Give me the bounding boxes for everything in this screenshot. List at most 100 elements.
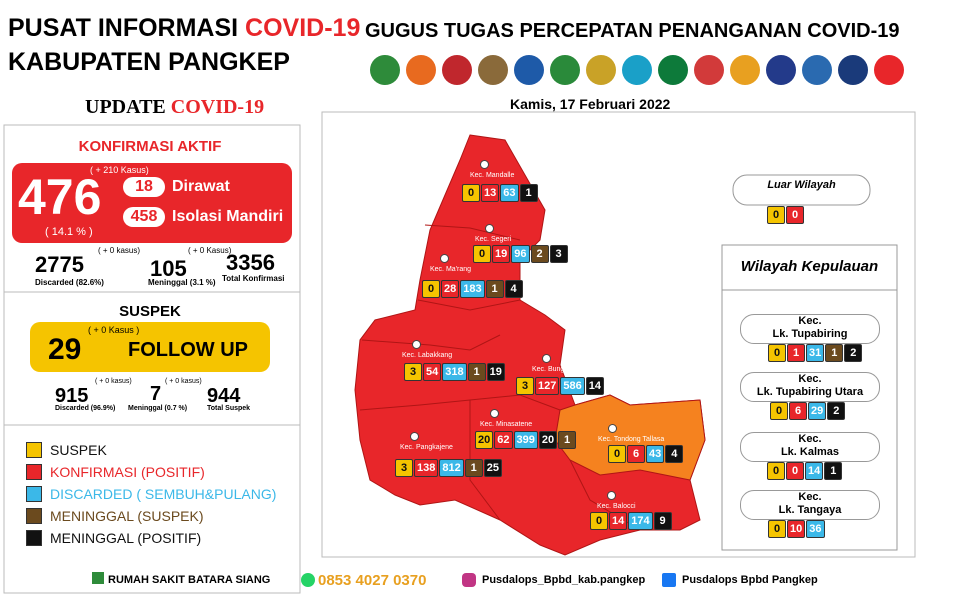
stat-label: Total Suspek xyxy=(207,405,251,412)
count-box: 19 xyxy=(492,245,511,263)
island-pill: Kec. Lk. Kalmas xyxy=(740,432,880,462)
count-box: 1 xyxy=(824,462,843,480)
island-name: Lk. Tupabiring xyxy=(772,328,848,340)
suspek-status: FOLLOW UP xyxy=(128,339,248,361)
count-boxes: 0 14 174 9 xyxy=(590,512,672,530)
legend-item: MENINGGAL (SUSPEK) xyxy=(26,508,204,524)
count-box: 20 xyxy=(538,431,558,449)
island-name: Lk. Tangaya xyxy=(778,504,842,516)
count-box: 0 xyxy=(770,402,788,420)
district-border xyxy=(424,224,521,241)
count-box: 6 xyxy=(789,402,807,420)
district-pin xyxy=(608,424,617,433)
title: KABUPATEN PANGKEP xyxy=(8,48,290,76)
count-box: 1 xyxy=(558,431,577,449)
suspek-card xyxy=(30,322,270,372)
count-box: 14 xyxy=(585,377,604,395)
count-box: 14 xyxy=(805,462,824,480)
count-box: 3 xyxy=(395,459,413,477)
stat-label: Meninggal (0.7 %) xyxy=(128,405,188,412)
island-prefix: Kec. xyxy=(798,315,822,327)
count-box: 9 xyxy=(653,512,672,530)
percent: ( 14.1 % ) xyxy=(45,226,93,238)
isolasi-value: 458 xyxy=(123,207,165,227)
district-name: Kec. Mandalle xyxy=(470,172,515,179)
legend-swatch xyxy=(26,464,42,480)
district-pin xyxy=(412,340,421,349)
legend-swatch xyxy=(26,442,42,458)
count-box: 14 xyxy=(609,512,628,530)
count-box: 29 xyxy=(808,402,827,420)
agency: GUGUS TUGAS PERCEPATAN PENANGANAN COVID-… xyxy=(365,20,900,42)
stat-value: 2775 xyxy=(35,252,84,277)
legend-item: DISCARDED ( SEMBUH&PULANG) xyxy=(26,486,276,502)
count-box: 19 xyxy=(486,363,505,381)
legend-label: KONFIRMASI (POSITIF) xyxy=(50,464,205,480)
dirawat-label: Dirawat xyxy=(172,178,230,195)
legend-item: KONFIRMASI (POSITIF) xyxy=(26,464,205,480)
district-name: Kec. Bungoro xyxy=(532,366,575,373)
count-box: 62 xyxy=(494,431,513,449)
title: PUSAT INFORMASI COVID-19 xyxy=(8,14,360,43)
logo xyxy=(514,55,544,85)
logo xyxy=(370,55,400,85)
count-box: 1 xyxy=(467,363,486,381)
count-box: 20 xyxy=(475,431,494,449)
district-name: Kec. Minasatene xyxy=(480,421,533,428)
count-box: 25 xyxy=(483,459,502,477)
count-box: 1 xyxy=(519,184,538,202)
legend-swatch xyxy=(26,508,42,524)
stat-value: 915 xyxy=(55,385,89,407)
legend-label: MENINGGAL (SUSPEK) xyxy=(50,508,204,524)
count-box: 812 xyxy=(439,459,464,477)
logo xyxy=(730,55,760,85)
map-frame xyxy=(321,111,916,558)
count-box: 31 xyxy=(806,344,825,362)
count-box: 0 xyxy=(767,206,785,224)
count-box: 0 xyxy=(473,245,491,263)
count-box: 13 xyxy=(481,184,500,202)
logo xyxy=(838,55,868,85)
logo xyxy=(586,55,616,85)
count-box: 0 xyxy=(768,520,786,538)
logo xyxy=(550,55,580,85)
kepulauan-panel xyxy=(721,244,898,551)
district-name: Kec. Ma'rang xyxy=(430,266,472,273)
legend-swatch xyxy=(26,486,42,502)
footer-facebook: Pusdalops Bpbd Pangkep xyxy=(682,574,818,586)
count-box: 4 xyxy=(504,280,523,298)
count-box: 63 xyxy=(500,184,519,202)
count-box: 36 xyxy=(806,520,825,538)
count-box: 4 xyxy=(665,445,684,463)
count-box: 2 xyxy=(530,245,549,263)
logo xyxy=(694,55,724,85)
district-pin xyxy=(607,491,616,500)
count-box: 2 xyxy=(844,344,863,362)
district-pin xyxy=(542,354,551,363)
logos xyxy=(370,55,904,85)
district-pin xyxy=(410,432,419,441)
district-pin xyxy=(490,409,499,418)
district-border xyxy=(361,334,501,351)
logo xyxy=(406,55,436,85)
stat-value: 3356 xyxy=(226,250,275,275)
legend-label: MENINGGAL (POSITIF) xyxy=(50,530,202,546)
stat-delta: ( + 0 kasus) xyxy=(98,246,141,255)
count-box: 0 xyxy=(462,184,480,202)
luar-wilayah-pill xyxy=(732,174,871,206)
left-panel xyxy=(3,124,301,594)
district-name: Kec. Segeri xyxy=(475,236,512,243)
count-boxes: 0 28 183 1 4 xyxy=(422,280,523,298)
count-box: 54 xyxy=(423,363,442,381)
instagram-icon xyxy=(462,573,476,587)
legend-item: MENINGGAL (POSITIF) xyxy=(26,530,201,546)
legend-label: SUSPEK xyxy=(50,442,107,458)
facebook-icon xyxy=(662,573,676,587)
island-prefix: Kec. xyxy=(798,433,822,445)
district-pin xyxy=(485,224,494,233)
count-box: 28 xyxy=(441,280,460,298)
footer-whatsapp: 0853 4027 0370 xyxy=(318,572,427,589)
logo xyxy=(658,55,688,85)
island-prefix: Kec. xyxy=(798,491,822,503)
stat-label: Meninggal (3.1 %) xyxy=(148,278,216,287)
